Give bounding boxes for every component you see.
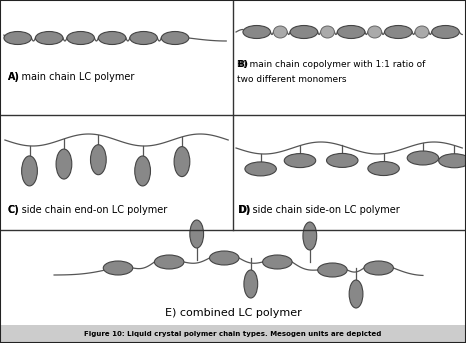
Ellipse shape [4, 32, 31, 45]
Ellipse shape [244, 270, 258, 298]
Ellipse shape [22, 156, 37, 186]
Ellipse shape [303, 222, 317, 250]
Ellipse shape [103, 261, 133, 275]
Text: D): D) [238, 205, 251, 215]
Ellipse shape [243, 25, 271, 38]
Ellipse shape [327, 153, 358, 167]
Ellipse shape [67, 32, 94, 45]
Ellipse shape [318, 263, 347, 277]
Text: B): B) [237, 60, 248, 69]
Ellipse shape [349, 280, 363, 308]
Ellipse shape [432, 25, 459, 38]
Ellipse shape [245, 162, 276, 176]
Ellipse shape [56, 149, 72, 179]
Ellipse shape [91, 145, 106, 175]
Ellipse shape [130, 32, 157, 45]
Text: E) combined LC polymer: E) combined LC polymer [165, 308, 301, 318]
Ellipse shape [263, 255, 292, 269]
Ellipse shape [364, 261, 393, 275]
Text: A) main chain LC polymer: A) main chain LC polymer [8, 72, 134, 82]
Ellipse shape [384, 25, 412, 38]
Text: B) main chain copolymer with 1:1 ratio of: B) main chain copolymer with 1:1 ratio o… [237, 60, 425, 69]
Ellipse shape [284, 154, 316, 168]
Ellipse shape [273, 26, 287, 38]
Ellipse shape [290, 25, 318, 38]
Ellipse shape [368, 162, 399, 176]
Text: C) side chain end-on LC polymer: C) side chain end-on LC polymer [8, 205, 167, 215]
Ellipse shape [320, 26, 334, 38]
Text: D) side chain side-on LC polymer: D) side chain side-on LC polymer [238, 205, 400, 215]
Ellipse shape [190, 220, 204, 248]
Ellipse shape [415, 26, 429, 38]
Ellipse shape [210, 251, 239, 265]
Text: Figure 10: Liquid crystal polymer chain types. Mesogen units are depicted: Figure 10: Liquid crystal polymer chain … [84, 331, 382, 337]
Ellipse shape [135, 156, 150, 186]
Ellipse shape [155, 255, 184, 269]
Text: A): A) [8, 72, 20, 82]
Ellipse shape [438, 154, 470, 168]
Bar [0, 325, 466, 343]
Text: two different monomers: two different monomers [237, 75, 346, 84]
Ellipse shape [161, 32, 189, 45]
Ellipse shape [36, 32, 63, 45]
Ellipse shape [174, 146, 190, 177]
Ellipse shape [368, 26, 382, 38]
Text: C): C) [8, 205, 19, 215]
Ellipse shape [337, 25, 365, 38]
Ellipse shape [98, 32, 126, 45]
Ellipse shape [407, 151, 438, 165]
